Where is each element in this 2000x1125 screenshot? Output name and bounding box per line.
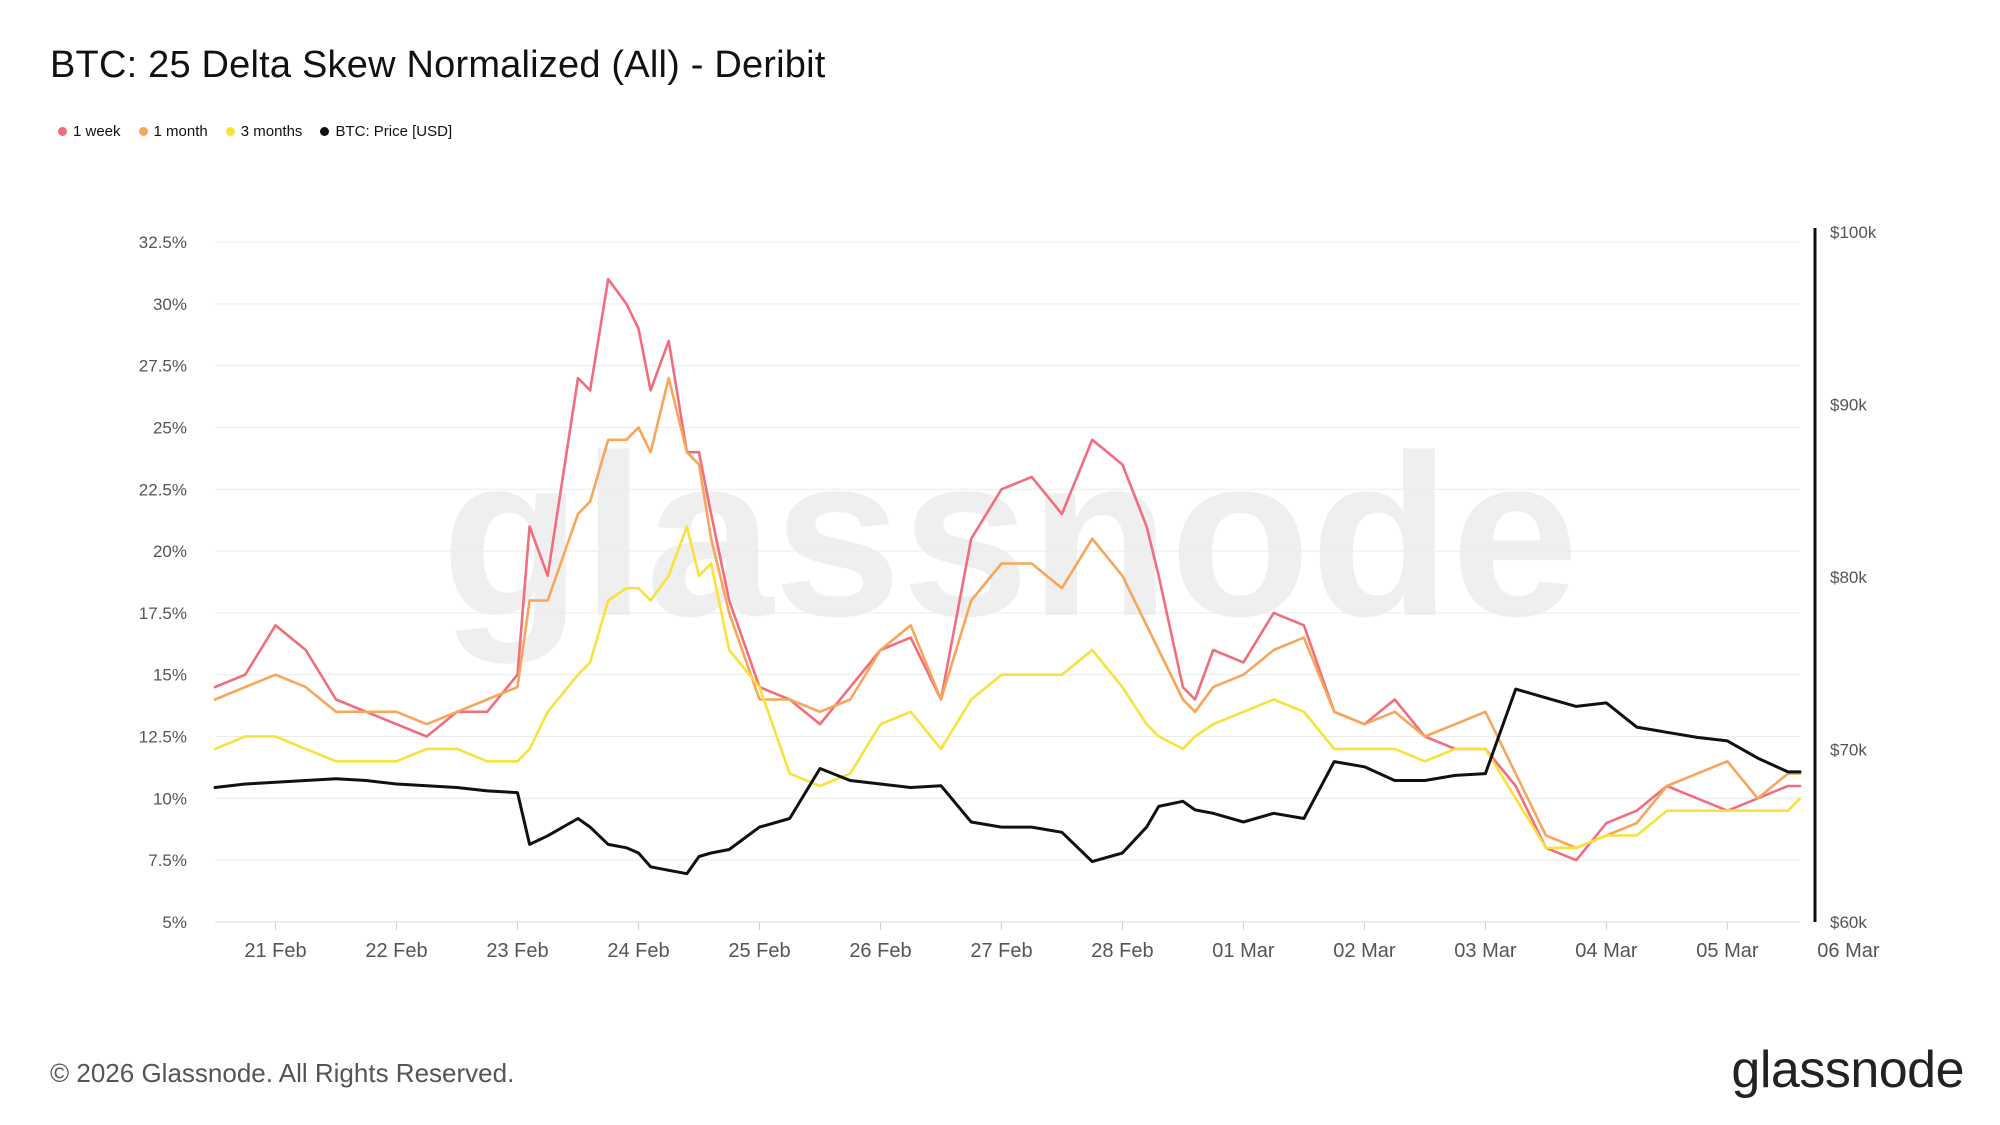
y-left-tick-label: 12.5% (139, 728, 187, 747)
y-left-tick-label: 10% (153, 789, 187, 808)
chart-legend: 1 week 1 month 3 months BTC: Price [USD] (58, 123, 452, 140)
legend-label-3-months: 3 months (240, 123, 303, 140)
x-tick-label: 22 Feb (365, 940, 427, 962)
glassnode-logo[interactable]: glassnode (1731, 1041, 1964, 1099)
y-left-tick-label: 27.5% (139, 357, 187, 376)
y-left-tick-label: 22.5% (139, 480, 187, 499)
x-tick-label: 03 Mar (1454, 940, 1517, 962)
y-right-tick-label: $100k (1830, 223, 1877, 242)
y-axis-left: 32.5% 30% 27.5% 25% 22.5% 20% 17.5% 15% 12.5% 10%… (139, 233, 187, 932)
x-tick-label: 05 Mar (1696, 940, 1759, 962)
legend-label-btc-price: BTC: Price [USD] (335, 123, 453, 140)
legend-label-1-month: 1 month (153, 123, 208, 140)
x-tick-label: 04 Mar (1575, 940, 1638, 962)
watermark-text: glassnode (441, 407, 1579, 664)
legend-dot-btc-price (320, 127, 330, 136)
y-left-tick-label: 30% (153, 295, 187, 314)
y-left-tick-label: 25% (153, 418, 187, 437)
y-left-tick-label: 17.5% (139, 604, 187, 623)
copyright-footer: © 2026 Glassnode. All Rights Reserved. (50, 1058, 515, 1088)
grid-lines (215, 241, 1800, 923)
x-axis: 21 Feb 22 Feb 23 Feb 24 Feb 25 Feb 26 Feb 27 F… (244, 922, 1880, 962)
x-tick-label: 01 Mar (1212, 940, 1275, 962)
x-tick-label: 02 Mar (1333, 940, 1396, 962)
y-left-tick-label: 32.5% (139, 233, 187, 252)
y-left-tick-label: 20% (153, 542, 187, 561)
x-tick-label: 25 Feb (728, 940, 790, 962)
y-axis-right: $100k$90k$80k$70k$60k (1813, 223, 1877, 932)
series-line-1-week (213, 277, 1802, 862)
y-left-tick-label: 15% (153, 666, 187, 685)
y-left-tick-label: 7.5% (148, 851, 187, 870)
legend-dot-1-month (138, 127, 148, 136)
y-right-tick-label: $90k (1830, 396, 1867, 415)
y-left-tick-label: 5% (162, 913, 187, 932)
series-line-1-month (213, 376, 1802, 850)
legend-dot-1-week (58, 127, 67, 136)
series-line-3-months (213, 525, 1802, 850)
x-tick-label: 24 Feb (607, 940, 669, 962)
series-line-btc-price-usd (213, 687, 1802, 876)
legend-label-1-week: 1 week (73, 123, 121, 140)
y-right-tick-label: $70k (1830, 741, 1867, 760)
legend-item-3-months[interactable]: 3 months (225, 123, 303, 140)
x-tick-label: 26 Feb (849, 940, 911, 962)
legend-item-1-week[interactable]: 1 week (58, 123, 121, 140)
legend-dot-3-months (225, 127, 235, 136)
legend-item-btc-price[interactable]: BTC: Price [USD] (320, 123, 452, 140)
x-tick-label: 28 Feb (1091, 940, 1153, 962)
x-tick-label: 27 Feb (970, 940, 1032, 962)
x-tick-label: 06 Mar (1817, 940, 1880, 962)
legend-item-1-month[interactable]: 1 month (138, 123, 208, 140)
x-tick-label: 23 Feb (486, 940, 548, 962)
y-right-tick-label: $80k (1830, 568, 1867, 587)
series-lines (213, 277, 1802, 876)
x-tick-label: 21 Feb (244, 940, 306, 962)
chart-title: BTC: 25 Delta Skew Normalized (All) - De… (50, 44, 826, 86)
